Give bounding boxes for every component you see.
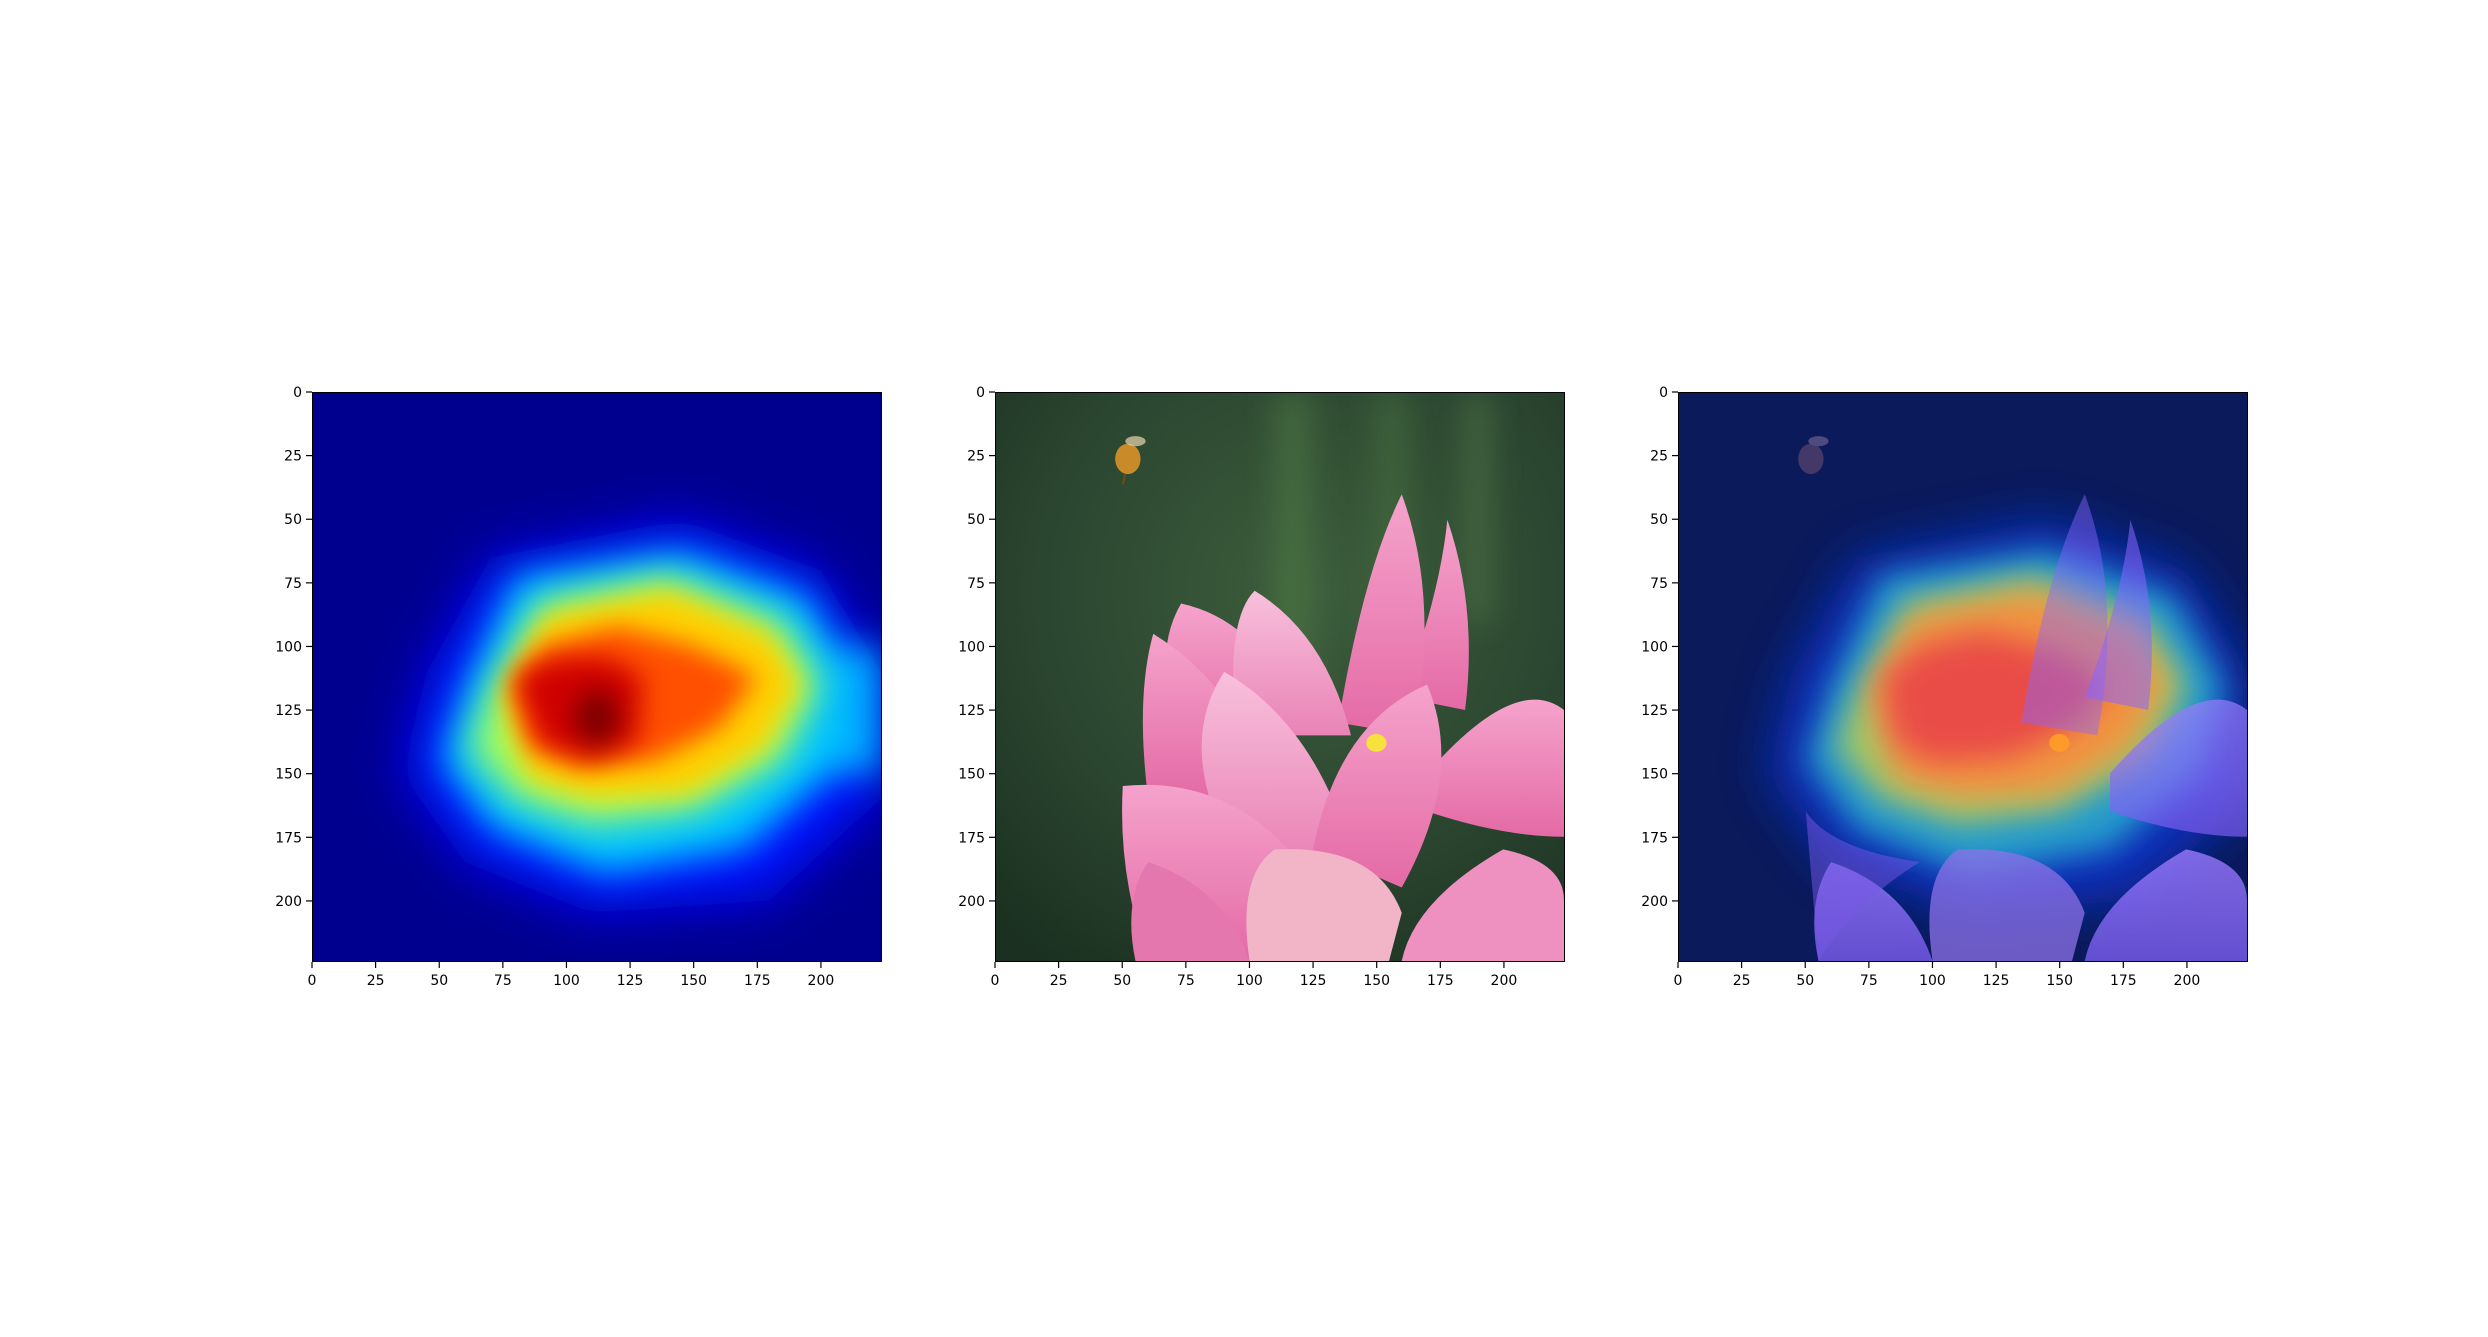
bee-icon: [1115, 436, 1146, 485]
y-tick-label: 100: [1641, 639, 1668, 655]
overlay-panel: [1678, 392, 2248, 962]
x-tick-label: 200: [808, 973, 835, 989]
y-tick-label: 100: [275, 639, 302, 655]
y-tick-label: 125: [1641, 703, 1668, 719]
x-tick-label: 200: [2174, 973, 2201, 989]
x-tick-label: 175: [2110, 973, 2137, 989]
bee-icon: [1798, 436, 1829, 475]
x-tick-label: 125: [1300, 973, 1327, 989]
x-tick-label: 50: [1113, 973, 1131, 989]
x-tick-label: 100: [1236, 973, 1263, 989]
y-tick-label: 50: [1650, 512, 1668, 528]
lotus-image: [996, 393, 1564, 961]
x-tick-label: 50: [1796, 973, 1814, 989]
x-tick-label: 75: [494, 973, 512, 989]
x-tick-label: 200: [1491, 973, 1518, 989]
y-tick-label: 75: [284, 576, 302, 592]
x-tick-label: 175: [1427, 973, 1454, 989]
y-tick-label: 150: [1641, 767, 1668, 783]
y-tick-label: 200: [1641, 894, 1668, 910]
y-tick-label: 0: [976, 385, 985, 401]
y-tick-label: 150: [275, 767, 302, 783]
x-tick-label: 100: [1919, 973, 1946, 989]
y-tick-label: 25: [284, 449, 302, 465]
y-tick-label: 50: [284, 512, 302, 528]
y-tick-label: 175: [958, 830, 985, 846]
x-tick-label: 0: [991, 973, 1000, 989]
overlay-image: [1679, 393, 2247, 961]
x-tick-label: 25: [367, 973, 385, 989]
x-tick-label: 50: [430, 973, 448, 989]
y-tick-label: 125: [275, 703, 302, 719]
x-tick-label: 150: [1363, 973, 1390, 989]
y-tick-label: 150: [958, 767, 985, 783]
original-image-panel: [995, 392, 1565, 962]
y-tick-label: 125: [958, 703, 985, 719]
y-tick-label: 0: [1659, 385, 1668, 401]
x-tick-label: 175: [744, 973, 771, 989]
x-tick-label: 25: [1733, 973, 1751, 989]
y-tick-label: 100: [958, 639, 985, 655]
y-tick-label: 0: [293, 385, 302, 401]
y-tick-label: 25: [1650, 449, 1668, 465]
x-tick-label: 125: [617, 973, 644, 989]
heatmap-image: [313, 393, 881, 961]
x-tick-label: 0: [1674, 973, 1683, 989]
y-tick-label: 75: [967, 576, 985, 592]
x-tick-label: 150: [680, 973, 707, 989]
y-tick-label: 25: [967, 449, 985, 465]
x-tick-label: 75: [1177, 973, 1195, 989]
y-tick-label: 175: [1641, 830, 1668, 846]
x-tick-label: 0: [308, 973, 317, 989]
y-tick-label: 75: [1650, 576, 1668, 592]
y-tick-label: 200: [958, 894, 985, 910]
x-tick-label: 125: [1983, 973, 2010, 989]
x-tick-label: 100: [553, 973, 580, 989]
x-tick-label: 25: [1050, 973, 1068, 989]
x-tick-label: 75: [1860, 973, 1878, 989]
y-tick-label: 175: [275, 830, 302, 846]
y-tick-label: 50: [967, 512, 985, 528]
heatmap-panel: [312, 392, 882, 962]
y-tick-label: 200: [275, 894, 302, 910]
x-tick-label: 150: [2046, 973, 2073, 989]
